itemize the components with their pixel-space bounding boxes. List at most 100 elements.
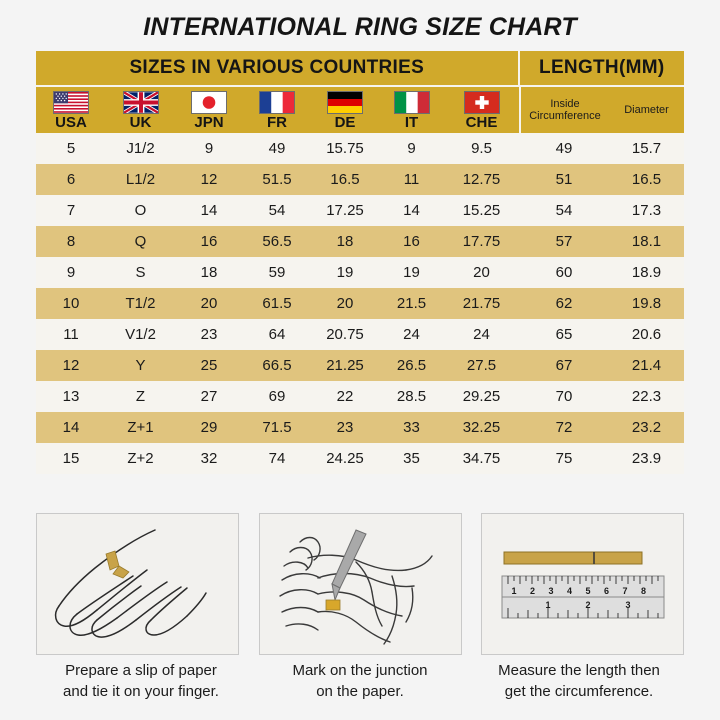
table-cell-uk: Y (135, 357, 146, 374)
inside-circumference-line2: Circumference (529, 110, 601, 122)
table-cell-de: 20 (336, 295, 354, 312)
caption-step-1: Prepare a slip of paper and tie it on yo… (36, 660, 246, 702)
table-row: 5 J1/2 9 49 15.75 9 9.5 49 15.7 (36, 133, 684, 164)
flag-uk-icon (122, 91, 159, 114)
table-cell-uk: L1/2 (125, 171, 156, 188)
table-row: 15 Z+2 32 74 24.25 35 34.75 75 23.9 (36, 443, 684, 474)
table-cell-jpn: 29 (200, 419, 218, 436)
table-cell-fr: 74 (268, 450, 286, 467)
table-cell-usa: 9 (66, 264, 76, 281)
table-cell-jpn: 18 (200, 264, 218, 281)
table-cell-circ: 65 (555, 326, 573, 343)
column-header-fr: FR (243, 87, 311, 133)
column-header-jpn: JPN (175, 87, 243, 133)
table-cell-usa: 11 (63, 326, 79, 343)
ruler-cm-tick-label: 4 (567, 586, 572, 596)
caption-step-2-line2: on the paper. (316, 683, 404, 700)
table-cell-uk: T1/2 (125, 295, 156, 312)
hand-marking-paper-with-pen-illustration (258, 513, 462, 655)
table-cell-de: 20.75 (326, 326, 364, 343)
table-row: 6 L1/2 12 51.5 16.5 11 12.75 51 16.5 (36, 164, 684, 195)
table-cell-usa: 8 (66, 233, 76, 250)
table-cell-che: 29.25 (462, 388, 501, 405)
table-row: 7 O 14 54 17.25 14 15.25 54 17.3 (36, 195, 684, 226)
table-cell-circ: 67 (555, 357, 573, 374)
table-cell-jpn: 12 (200, 171, 218, 188)
column-header-de-label: DE (334, 114, 356, 131)
table-cell-che: 32.25 (462, 419, 501, 436)
table-row: 8 Q 16 56.5 18 16 17.75 57 18.1 (36, 226, 684, 257)
table-cell-usa: 14 (62, 419, 80, 436)
caption-step-1-line2: and tie it on your finger. (63, 683, 219, 700)
table-cell-de: 23 (336, 419, 354, 436)
flag-germany-icon (327, 91, 363, 114)
table-cell-che: 17.75 (462, 233, 501, 250)
column-header-che: CHE (444, 87, 519, 133)
table-cell-usa: 13 (62, 388, 80, 405)
table-cell-usa: 10 (62, 295, 80, 312)
table-cell-de: 19 (336, 264, 354, 281)
table-cell-jpn: 32 (200, 450, 218, 467)
ruler-cm-tick-label: 3 (548, 586, 553, 596)
table-cell-che: 34.75 (462, 450, 501, 467)
table-cell-fr: 64 (268, 326, 286, 343)
table-cell-che: 9.5 (471, 140, 492, 157)
caption-step-2-line1: Mark on the junction (292, 662, 428, 679)
table-cell-fr: 71.5 (262, 419, 292, 436)
table-cell-diam: 22.3 (631, 388, 662, 405)
ruler-inch-tick-label: 1 (545, 600, 550, 610)
column-header-uk: UK (106, 87, 175, 133)
table-row: 9 S 18 59 19 19 20 60 18.9 (36, 257, 684, 288)
table-cell-de: 16.5 (330, 171, 360, 188)
table-cell-diam: 18.9 (631, 264, 662, 281)
table-cell-circ: 57 (555, 233, 573, 250)
table-cell-it: 24 (403, 326, 420, 343)
table-cell-uk: S (135, 264, 146, 281)
table-cell-fr: 59 (268, 264, 286, 281)
table-cell-che: 27.5 (466, 357, 497, 374)
table-cell-uk: O (134, 202, 147, 219)
table-cell-it: 11 (403, 171, 420, 188)
table-cell-de: 22 (336, 388, 354, 405)
table-cell-circ: 72 (555, 419, 573, 436)
column-header-it-label: IT (404, 114, 419, 131)
table-cell-circ: 54 (555, 202, 573, 219)
table-cell-it: 21.5 (396, 295, 427, 312)
table-cell-it: 9 (407, 140, 416, 157)
table-cell-usa: 6 (66, 171, 76, 188)
table-cell-uk: Z (135, 388, 146, 405)
table-cell-che: 20 (473, 264, 490, 281)
column-header-uk-label: UK (129, 114, 152, 131)
caption-step-3-line1: Measure the length then (498, 662, 660, 679)
table-cell-uk: J1/2 (126, 140, 155, 157)
page-title: INTERNATIONAL RING SIZE CHART (143, 13, 577, 41)
table-cell-usa: 7 (66, 202, 76, 219)
column-header-usa: USA (36, 87, 106, 133)
flag-japan-icon (191, 91, 227, 114)
table-cell-circ: 60 (555, 264, 573, 281)
table-cell-it: 14 (403, 202, 420, 219)
table-cell-fr: 61.5 (262, 295, 292, 312)
table-cell-circ: 51 (555, 171, 573, 188)
column-header-jpn-label: JPN (194, 114, 224, 131)
caption-step-1-line1: Prepare a slip of paper (65, 662, 217, 679)
table-row: 12 Y 25 66.5 21.25 26.5 27.5 67 21.4 (36, 350, 684, 381)
table-cell-fr: 54 (268, 202, 286, 219)
table-cell-jpn: 25 (200, 357, 218, 374)
table-cell-uk: Z+1 (127, 419, 154, 436)
table-row: 11 V1/2 23 64 20.75 24 24 65 20.6 (36, 319, 684, 350)
table-header-groups: SIZES IN VARIOUS COUNTRIES LENGTH(MM) (36, 51, 684, 85)
table-cell-circ: 70 (555, 388, 573, 405)
table-cell-uk: Z+2 (127, 450, 154, 467)
flag-switzerland-icon (463, 91, 500, 114)
table-cell-de: 24.25 (326, 450, 364, 467)
table-cell-diam: 16.5 (631, 171, 662, 188)
table-header-columns: USA UK JPN (36, 87, 684, 133)
table-cell-it: 26.5 (396, 357, 427, 374)
table-cell-jpn: 27 (200, 388, 218, 405)
header-countries-group: SIZES IN VARIOUS COUNTRIES (36, 51, 520, 85)
column-header-it: IT (379, 87, 444, 133)
table-cell-fr: 51.5 (262, 171, 292, 188)
ruler-cm-tick-label: 7 (622, 586, 627, 596)
